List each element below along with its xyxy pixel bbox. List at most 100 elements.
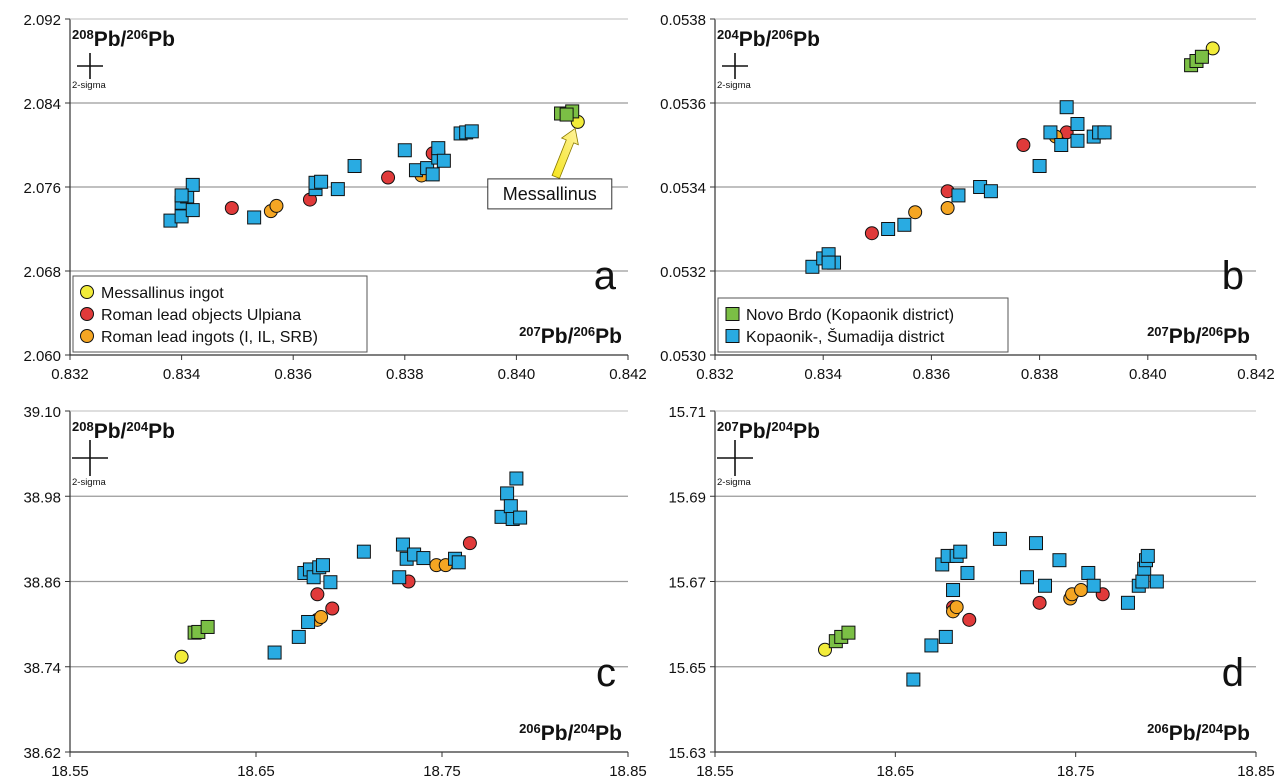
y-axis-label: 208Pb/206Pb <box>72 27 175 51</box>
kopaonik-point <box>431 141 446 156</box>
kopaonik-point <box>1028 536 1043 551</box>
y-tick-label: 38.86 <box>23 575 61 592</box>
kopaonik-point <box>425 167 440 182</box>
x-tick-label: 18.85 <box>1237 763 1275 780</box>
y-tick-label: 0.0530 <box>660 348 706 365</box>
kopaonik-point <box>821 255 836 270</box>
kopaonik-point <box>451 555 466 570</box>
kopaonik-point <box>897 217 912 232</box>
kopaonik-point <box>1059 100 1074 115</box>
panel-a: 2.060 2.068 2.076 2.084 2.092 0.832 0.834 0.836… <box>23 12 646 383</box>
roman_ingots-point <box>269 198 284 213</box>
ulpiana-point <box>381 170 396 185</box>
legend-label: Novo Brdo (Kopaonik district) <box>746 307 954 324</box>
x-tick-label: 18.65 <box>237 763 275 780</box>
ulpiana-point <box>325 601 340 616</box>
x-tick-label: 0.840 <box>498 366 536 383</box>
kopaonik-point <box>392 570 407 585</box>
roman_ingots-point <box>908 205 923 220</box>
panel-letter: b <box>1222 254 1244 298</box>
kopaonik-point <box>1140 548 1155 563</box>
legend-marker <box>725 307 740 321</box>
legend-box <box>717 297 1009 353</box>
x-tick-label: 18.85 <box>609 763 647 780</box>
roman_ingots-point <box>940 201 955 215</box>
annotation-label: Messallinus <box>503 184 597 204</box>
kopaonik-point <box>951 188 966 203</box>
y-tick-label: 38.62 <box>23 745 61 762</box>
kopaonik-point <box>185 177 200 192</box>
kopaonik-point <box>924 638 939 653</box>
legend-box <box>72 275 368 353</box>
kopaonik-point <box>323 575 338 590</box>
kopaonik-point <box>960 565 975 580</box>
kopaonik-point <box>314 174 329 189</box>
y-tick-label: 15.69 <box>668 489 706 506</box>
kopaonik-point <box>347 159 362 173</box>
kopaonik-point <box>397 143 412 158</box>
x-tick-label: 18.55 <box>696 763 734 780</box>
y-tick-label: 15.71 <box>668 404 706 421</box>
y-tick-label: 15.67 <box>668 575 706 592</box>
kopaonik-point <box>1081 565 1096 580</box>
kopaonik-point <box>1149 574 1164 589</box>
x-tick-label: 0.838 <box>386 366 424 383</box>
novo_brdo-point <box>841 625 856 640</box>
messallinus-point <box>174 649 189 664</box>
kopaonik-point <box>185 203 200 218</box>
panel-letter: a <box>594 254 617 298</box>
x-tick-label: 0.838 <box>1021 366 1059 383</box>
novo_brdo-point <box>1194 49 1209 64</box>
annotation-box <box>487 178 613 210</box>
kopaonik-point <box>1019 570 1034 585</box>
annotation-arrow <box>551 127 579 179</box>
kopaonik-point <box>464 124 479 139</box>
x-tick-label: 0.834 <box>163 366 201 383</box>
kopaonik-point <box>1135 574 1150 589</box>
x-tick-label: 18.75 <box>1057 763 1095 780</box>
kopaonik-point <box>1120 595 1135 610</box>
roman_ingots-point <box>949 600 964 615</box>
kopaonik-point <box>983 184 998 199</box>
x-tick-label: 18.65 <box>877 763 915 780</box>
roman_ingots-point <box>314 610 329 625</box>
x-tick-label: 0.842 <box>609 366 647 383</box>
ulpiana-point <box>864 226 879 241</box>
kopaonik-point <box>938 629 953 644</box>
x-tick-label: 0.832 <box>51 366 89 383</box>
kopaonik-point <box>416 551 431 566</box>
y-tick-label: 15.63 <box>668 745 706 762</box>
error-cross-label: 2-sigma <box>717 80 752 91</box>
kopaonik-point <box>953 544 968 559</box>
kopaonik-point <box>1043 125 1058 140</box>
kopaonik-point <box>1070 117 1085 131</box>
x-axis-label: 207Pb/206Pb <box>1147 324 1250 348</box>
panel-c: 38.62 38.74 38.86 38.98 39.10 18.55 18.65 18.75… <box>23 404 646 780</box>
y-tick-label: 0.0536 <box>660 96 706 113</box>
kopaonik-point <box>906 672 921 687</box>
kopaonik-point <box>881 222 896 236</box>
kopaonik-point <box>436 153 451 168</box>
kopaonik-point <box>1097 125 1112 140</box>
kopaonik-point <box>301 614 316 629</box>
kopaonik-point <box>1052 553 1067 568</box>
kopaonik-point <box>291 629 306 644</box>
legend-marker <box>725 329 740 343</box>
y-tick-label: 2.060 <box>23 348 61 365</box>
kopaonik-point <box>356 544 371 559</box>
legend-label: Roman lead ingots (I, IL, SRB) <box>101 329 318 346</box>
kopaonik-point <box>992 531 1007 546</box>
y-tick-label: 38.74 <box>23 660 61 677</box>
messallinus-point <box>1205 41 1220 56</box>
ulpiana-point <box>1016 138 1031 152</box>
legend-marker <box>80 329 94 343</box>
y-tick-label: 2.068 <box>23 264 61 281</box>
x-tick-label: 0.840 <box>1129 366 1167 383</box>
kopaonik-point <box>500 486 515 501</box>
y-tick-label: 0.0538 <box>660 12 706 29</box>
y-tick-label: 0.0534 <box>660 180 706 197</box>
kopaonik-point <box>805 259 820 274</box>
error-cross-label: 2-sigma <box>72 80 107 91</box>
legend-marker <box>80 285 94 299</box>
ulpiana-point <box>1032 595 1047 610</box>
